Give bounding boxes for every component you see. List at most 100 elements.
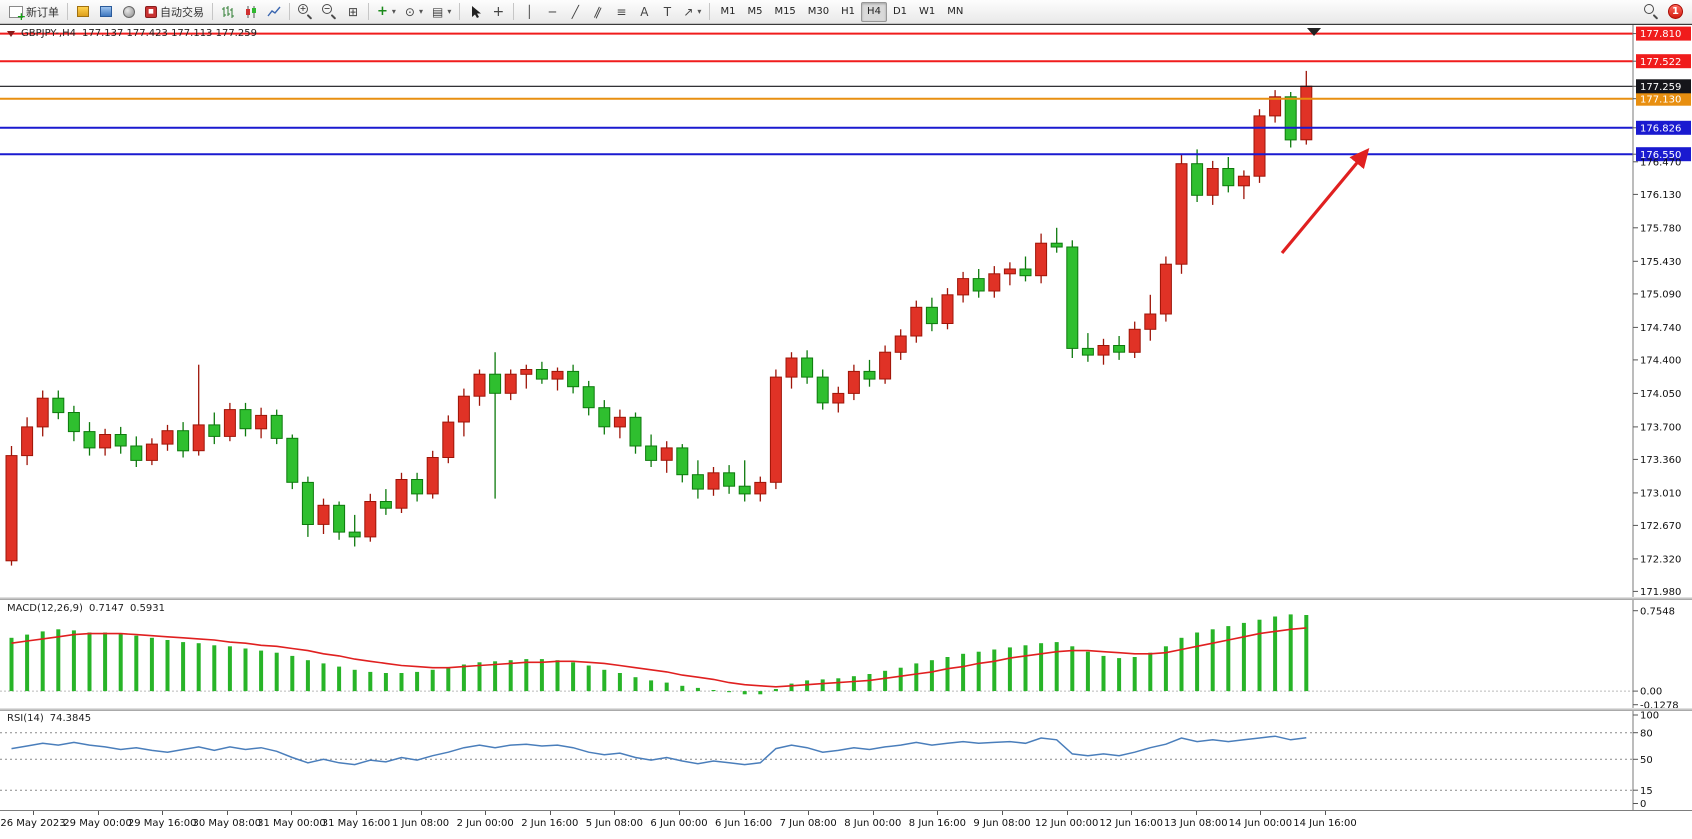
macd-canvas[interactable]: 0.7548 0.00 -0.1278 xyxy=(0,600,1692,711)
text-label-tool-button[interactable]: T xyxy=(656,2,678,22)
timeframe-button-m1[interactable]: M1 xyxy=(720,6,736,17)
time-axis-tick xyxy=(1195,811,1197,815)
crosshair-button[interactable]: + xyxy=(487,2,509,22)
time-axis-tick xyxy=(1325,811,1326,815)
macd-histogram xyxy=(9,614,1309,695)
panel-divider[interactable] xyxy=(0,708,1692,711)
separator xyxy=(368,3,369,20)
bar-chart-button[interactable] xyxy=(217,2,239,22)
price-chart-canvas[interactable]: 177.810 177.522 177.130 176.826 176.550176.4… xyxy=(0,25,1692,601)
rsi-panel[interactable]: 100 80 50 15 0 RSI(14) 74.3845 xyxy=(0,710,1692,810)
arrows-tool-button[interactable]: ↗ ▾ xyxy=(679,2,705,22)
panel-divider[interactable] xyxy=(0,597,1692,600)
timeframe-button-mn[interactable]: MN xyxy=(947,6,964,17)
fibonacci-tool-button[interactable]: ≡ xyxy=(610,2,632,22)
zoom-out-icon: − xyxy=(322,4,337,20)
new-order-icon: + xyxy=(9,5,26,22)
line-chart-button[interactable] xyxy=(263,2,285,22)
candles xyxy=(5,70,1313,566)
timeframe-group: M1 M5 M15 M30 H1 H4 D1 W1 MN xyxy=(714,1,969,22)
macd-axis[interactable]: 0.7548 0.00 -0.1278 xyxy=(1633,606,1679,711)
zoom-in-icon: + xyxy=(298,4,313,20)
time-axis-tick xyxy=(226,811,228,815)
time-axis-tick xyxy=(1260,811,1262,815)
crosshair-icon: + xyxy=(492,3,505,20)
data-window-icon xyxy=(100,6,112,17)
market-watch-button[interactable] xyxy=(72,2,94,22)
timeframe-button-h4[interactable]: H4 xyxy=(861,1,887,22)
notification-button[interactable]: 1 xyxy=(1664,2,1687,22)
timeframe-button-w1[interactable]: W1 xyxy=(919,6,936,17)
symbol-ohlc-label: GBPJPY-,H4 177.137 177.423 177.113 177.2… xyxy=(7,28,257,39)
navigator-button[interactable] xyxy=(118,2,140,22)
svg-text:100: 100 xyxy=(1640,711,1659,722)
new-order-button[interactable]: + 新订单 xyxy=(5,2,63,22)
svg-text:177.522: 177.522 xyxy=(1640,57,1681,68)
search-button[interactable] xyxy=(1640,2,1663,22)
svg-text:175.090: 175.090 xyxy=(1640,290,1681,301)
periods-button[interactable]: ⊙ ▾ xyxy=(401,2,427,22)
timeframe-button-m15[interactable]: M15 xyxy=(774,6,796,17)
time-axis-label: 12 Jun 00:00 xyxy=(1034,818,1099,829)
svg-text:15: 15 xyxy=(1640,786,1653,797)
svg-text:174.740: 174.740 xyxy=(1640,323,1681,334)
time-axis-label: 8 Jun 00:00 xyxy=(844,818,902,829)
price-axis[interactable]: 177.810 177.522 177.130 176.826 176.550176.4… xyxy=(1633,26,1691,598)
notification-badge: 1 xyxy=(1668,4,1683,19)
auto-trading-button[interactable]: ■ 自动交易 xyxy=(141,2,208,22)
tile-windows-button[interactable]: ⊞ xyxy=(342,2,364,22)
channel-tool-button[interactable]: ∥ xyxy=(587,2,609,22)
ohlc-values: 177.137 177.423 177.113 177.259 xyxy=(82,28,257,39)
price-chart-panel[interactable]: 177.810 177.522 177.130 176.826 176.550 176.4… xyxy=(0,24,1692,601)
svg-text:174.400: 174.400 xyxy=(1640,356,1681,367)
cursor-button[interactable] xyxy=(464,2,486,22)
level-lines[interactable] xyxy=(0,32,1633,156)
bar-chart-icon xyxy=(222,5,234,18)
svg-text:0: 0 xyxy=(1640,799,1646,810)
svg-text:175.430: 175.430 xyxy=(1640,257,1681,268)
vertical-line-tool-button[interactable]: │ xyxy=(518,2,540,22)
svg-text:50: 50 xyxy=(1640,755,1653,766)
trendline-tool-button[interactable]: ╱ xyxy=(564,2,586,22)
time-axis-label: 26 May 2023 xyxy=(0,818,66,829)
rsi-canvas[interactable]: 100 80 50 15 0 xyxy=(0,710,1692,810)
text-tool-button[interactable]: A xyxy=(633,2,655,22)
templates-button[interactable]: ▤ ▾ xyxy=(428,2,455,22)
time-axis-label: 31 May 16:00 xyxy=(321,818,391,829)
svg-text:173.360: 173.360 xyxy=(1640,455,1681,466)
horizontal-line-tool-button[interactable]: ─ xyxy=(541,2,563,22)
timeframe-button-d1[interactable]: D1 xyxy=(892,6,907,17)
zoom-out-button[interactable]: − xyxy=(318,2,341,22)
time-axis-tick xyxy=(1131,811,1133,815)
indicators-button[interactable]: + ▾ xyxy=(373,2,400,22)
data-window-button[interactable] xyxy=(95,2,117,22)
svg-text:176.550: 176.550 xyxy=(1640,150,1681,161)
time-axis[interactable]: 26 May 2023 29 May 00:00 29 May 16:00 30 Ma… xyxy=(0,810,1692,839)
macd-panel[interactable]: 0.7548 0.00 -0.1278 MACD(12,26,9) 0.7147 0… xyxy=(0,600,1692,711)
timeframe-button-m5[interactable]: M5 xyxy=(747,6,763,17)
zoom-in-button[interactable]: + xyxy=(294,2,317,22)
template-icon: ▤ xyxy=(432,4,444,19)
separator xyxy=(289,3,290,20)
separator xyxy=(709,3,711,20)
time-axis-label: 30 May 08:00 xyxy=(192,818,262,829)
auto-trading-label: 自动交易 xyxy=(160,5,204,19)
timeframe-button-h1[interactable]: H1 xyxy=(841,6,856,17)
chevron-down-icon: ▾ xyxy=(697,7,702,16)
macd-name: MACD(12,26,9) xyxy=(7,603,83,614)
time-axis-tick xyxy=(162,811,164,815)
cursor-icon xyxy=(471,5,481,18)
time-axis-label: 12 Jun 16:00 xyxy=(1099,818,1163,829)
toolbar: + 新订单 ■ 自动交易 + − ⊞ + ▾ ⊙ ▾ ▤ ▾ + │ ─ ╱ ∥ ≡ … xyxy=(0,0,1692,24)
time-axis-label: 13 Jun 08:00 xyxy=(1164,818,1228,829)
annotation-arrow[interactable] xyxy=(1280,148,1370,255)
rsi-axis[interactable]: 100 80 50 15 0 xyxy=(1633,711,1659,810)
time-axis-tick xyxy=(485,811,487,815)
timeframe-button-m30[interactable]: M30 xyxy=(807,6,830,17)
chevron-down-icon: ▾ xyxy=(418,7,423,16)
time-axis-label: 7 Jun 08:00 xyxy=(779,818,837,829)
rsi-label: RSI(14) 74.3845 xyxy=(7,713,91,724)
candlestick-chart-button[interactable] xyxy=(240,2,262,22)
indicators-icon: + xyxy=(377,4,388,19)
svg-text:80: 80 xyxy=(1640,728,1653,739)
